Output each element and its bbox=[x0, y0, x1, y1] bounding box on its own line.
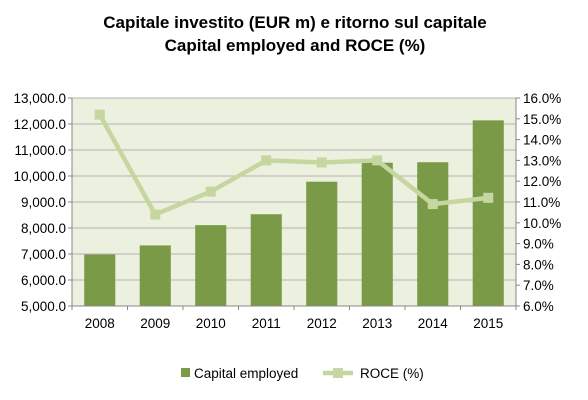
roce-point-2015 bbox=[483, 192, 494, 203]
x-tick-label: 2009 bbox=[140, 316, 170, 331]
right-tick-label: 10.0% bbox=[523, 216, 561, 231]
left-tick-label: 10,000.0 bbox=[13, 169, 66, 184]
legend-label-capital-employed: Capital employed bbox=[194, 366, 298, 381]
bar-2012 bbox=[306, 181, 338, 306]
chart-title: Capitale investito (EUR m) e ritorno sul… bbox=[103, 13, 487, 55]
roce-point-2013 bbox=[372, 155, 383, 166]
bar-2013 bbox=[361, 162, 393, 306]
roce-point-2009 bbox=[150, 209, 161, 220]
x-tick-label: 2008 bbox=[85, 316, 115, 331]
right-tick-label: 7.0% bbox=[523, 278, 554, 293]
left-tick-label: 6,000.0 bbox=[21, 273, 66, 288]
x-tick-label: 2011 bbox=[252, 316, 281, 331]
x-tick-label: 2012 bbox=[307, 316, 337, 331]
chart-title-line-1: Capitale investito (EUR m) e ritorno sul… bbox=[103, 13, 487, 32]
legend-swatch-capital-employed bbox=[181, 368, 190, 377]
roce-point-2012 bbox=[316, 157, 327, 168]
left-axis-tick-labels: 5,000.0 6,000.0 7,000.0 8,000.0 9,000.0 10,00… bbox=[13, 91, 66, 314]
bar-2010 bbox=[195, 225, 227, 306]
x-tick-label: 2014 bbox=[418, 316, 449, 331]
bar-2011 bbox=[250, 214, 282, 306]
x-tick-label: 2013 bbox=[362, 316, 392, 331]
right-axis-tick-labels: 6.0% 7.0% 8.0% 9.0% 10.0% 11.0% 12.0% 13.0% 14.0… bbox=[523, 91, 561, 314]
left-tick-label: 11,000.0 bbox=[14, 143, 66, 158]
right-tick-label: 6.0% bbox=[523, 299, 554, 314]
roce-point-2014 bbox=[427, 199, 438, 210]
x-axis-tick-labels: 2008 2009 2010 2011 2012 2013 2014 2015 bbox=[85, 316, 504, 331]
right-tick-label: 9.0% bbox=[523, 237, 554, 252]
line-series-roce bbox=[94, 109, 494, 220]
x-tick-label: 2010 bbox=[196, 316, 226, 331]
left-tick-label: 13,000.0 bbox=[13, 91, 66, 106]
left-tick-label: 9,000.0 bbox=[21, 195, 66, 210]
right-tick-label: 13.0% bbox=[523, 153, 561, 168]
left-tick-label: 8,000.0 bbox=[21, 221, 66, 236]
legend: Capital employed ROCE (%) bbox=[181, 366, 424, 381]
left-tick-label: 5,000.0 bbox=[21, 299, 66, 314]
right-tick-label: 14.0% bbox=[523, 133, 561, 148]
right-tick-label: 15.0% bbox=[523, 112, 561, 127]
bar-2014 bbox=[417, 162, 449, 306]
right-tick-label: 12.0% bbox=[523, 174, 561, 189]
axes bbox=[68, 97, 520, 310]
roce-line bbox=[97, 113, 489, 217]
right-tick-label: 8.0% bbox=[523, 257, 554, 272]
legend-marker-roce bbox=[333, 368, 343, 378]
roce-point-2008 bbox=[94, 109, 105, 120]
legend-label-roce: ROCE (%) bbox=[360, 366, 424, 381]
bar-2015 bbox=[472, 120, 504, 306]
left-tick-label: 7,000.0 bbox=[21, 247, 66, 262]
roce-point-2011 bbox=[261, 155, 272, 166]
roce-point-2010 bbox=[205, 186, 216, 197]
right-tick-label: 16.0% bbox=[523, 91, 561, 106]
bar-2008 bbox=[84, 254, 116, 306]
bar-series-capital-employed bbox=[84, 120, 504, 306]
chart-title-line-2: Capital employed and ROCE (%) bbox=[165, 36, 426, 55]
left-tick-label: 12,000.0 bbox=[13, 117, 66, 132]
x-tick-label: 2015 bbox=[473, 316, 503, 331]
right-tick-label: 11.0% bbox=[523, 195, 560, 210]
bar-2009 bbox=[139, 245, 171, 306]
